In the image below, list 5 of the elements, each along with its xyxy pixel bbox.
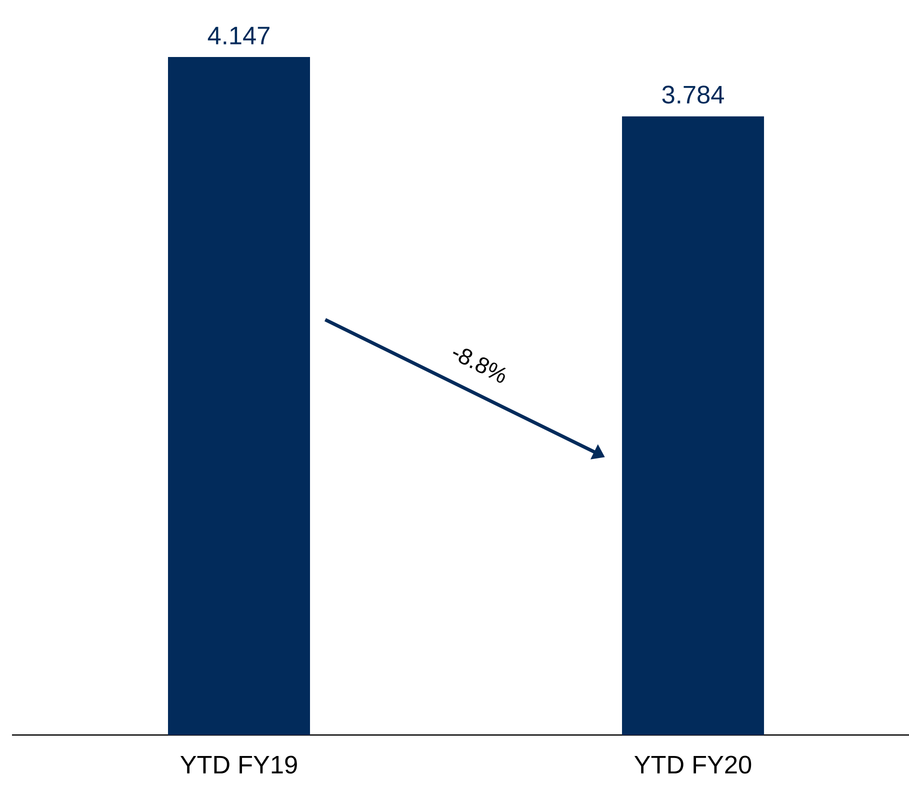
- annotation: -8.8%: [452, 348, 506, 383]
- x-tick-label: YTD FY20: [634, 756, 752, 774]
- data-label: 3.784: [662, 86, 724, 104]
- x-tick-label: YTD FY19: [180, 756, 297, 774]
- data-label: 4.147: [208, 26, 270, 44]
